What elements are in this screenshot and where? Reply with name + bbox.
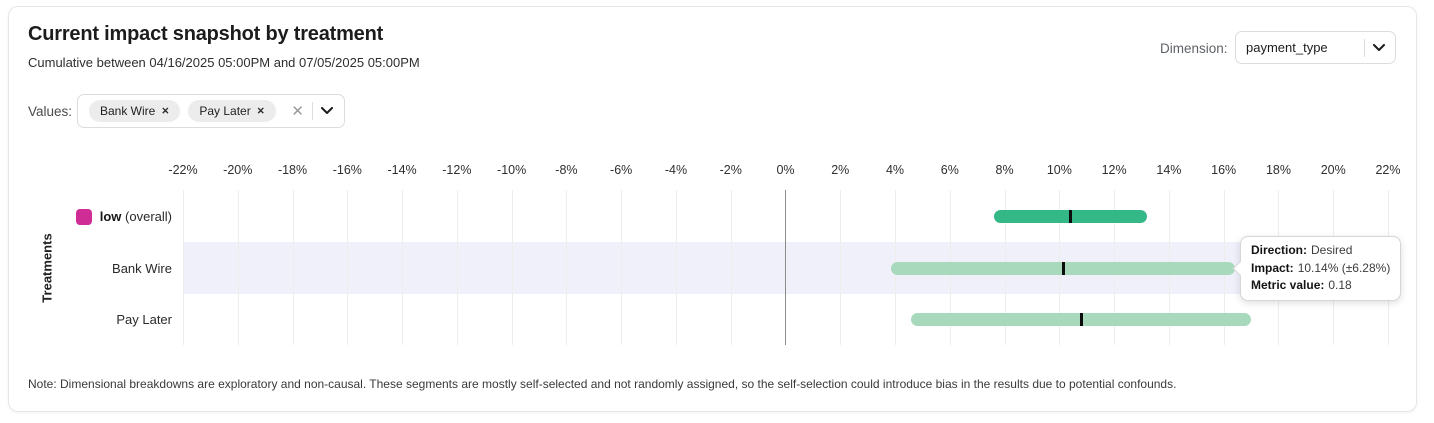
value-chip-label: Pay Later (199, 104, 251, 118)
tooltip-impact-value: 10.14% (±6.28%) (1297, 260, 1391, 275)
value-chip-label: Bank Wire (100, 104, 156, 118)
dimension-selected-value: payment_type (1246, 40, 1328, 55)
row-label: low (overall) (30, 208, 172, 226)
gridline (566, 190, 568, 345)
x-axis-tick-label: -2% (719, 163, 742, 177)
clear-all-icon[interactable]: ✕ (291, 102, 304, 120)
x-axis-tick-label: 6% (940, 163, 959, 177)
x-axis-tick-label: 2% (831, 163, 850, 177)
gridline (292, 190, 294, 345)
tooltip-impact-label: Impact: (1251, 260, 1294, 275)
row-label: Bank Wire (30, 259, 172, 277)
values-multiselect[interactable]: Bank Wire ✕ Pay Later ✕ ✕ (77, 94, 345, 128)
gridline (237, 190, 239, 345)
x-axis-tick-label: -22% (168, 163, 198, 177)
tooltip-impact-row: Impact: 10.14% (±6.28%) (1251, 260, 1390, 278)
x-axis-tick-label: 10% (1046, 163, 1072, 177)
tooltip-direction-row: Direction: Desired (1251, 242, 1390, 260)
x-axis-tick-label: 14% (1156, 163, 1182, 177)
tooltip-direction-value: Desired (1311, 243, 1353, 257)
chip-remove-icon[interactable]: ✕ (256, 105, 265, 117)
x-axis-tick-label: -10% (497, 163, 527, 177)
select-divider (312, 102, 313, 120)
value-chip[interactable]: Bank Wire ✕ (89, 100, 181, 122)
row-label: Pay Later (30, 311, 172, 329)
x-axis-tick-label: -18% (277, 163, 308, 177)
x-axis-tick-label: -8% (555, 163, 578, 177)
impact-point-marker (1061, 261, 1065, 275)
dimension-label: Dimension: (1160, 41, 1228, 56)
zero-axis-line (784, 190, 787, 345)
x-axis-tick-label: -4% (664, 163, 688, 177)
x-axis-tick-label: -20% (223, 163, 253, 177)
gridline (840, 190, 842, 345)
x-axis-tick-label: 12% (1101, 163, 1127, 177)
select-divider (1364, 38, 1365, 57)
row-label-text: Pay Later (116, 312, 172, 327)
impact-point-marker (1068, 210, 1072, 223)
disclaimer-note: Note: Dimensional breakdowns are explora… (28, 377, 1177, 391)
gridline (402, 190, 404, 345)
x-axis-tick-label: -12% (442, 163, 472, 177)
gridline (621, 190, 623, 345)
gridline (511, 190, 513, 345)
x-axis-tick-label: 0% (776, 163, 795, 177)
x-axis-tick-label: -14% (387, 163, 417, 177)
x-axis-tick-label: 8% (995, 163, 1014, 177)
chevron-down-icon[interactable] (321, 107, 333, 115)
x-axis-tick-label: 18% (1265, 163, 1291, 177)
gridline (183, 190, 184, 345)
values-label: Values: (28, 104, 73, 119)
x-axis-tick-label: 16% (1211, 163, 1237, 177)
tooltip-direction-label: Direction: (1251, 243, 1308, 257)
tooltip-metric-row: Metric value: 0.18 (1251, 277, 1390, 295)
x-axis-tick-label: 22% (1375, 163, 1401, 177)
row-label-text: low (overall) (99, 209, 172, 224)
dimension-select[interactable]: payment_type (1235, 31, 1396, 64)
legend-swatch (75, 208, 92, 225)
date-range-subtitle: Cumulative between 04/16/2025 05:00PM an… (28, 55, 420, 70)
value-chip[interactable]: Pay Later ✕ (188, 100, 276, 122)
page-title: Current impact snapshot by treatment (28, 23, 384, 45)
x-axis-tick-label: 20% (1320, 163, 1346, 177)
chevron-down-icon (1373, 43, 1385, 51)
tooltip-metric-label: Metric value: (1251, 278, 1325, 292)
row-label-text: Bank Wire (112, 260, 172, 276)
x-axis-tick-label: 4% (885, 163, 905, 177)
gridline (675, 190, 677, 345)
panel-card (8, 6, 1417, 412)
chip-remove-icon[interactable]: ✕ (161, 105, 170, 117)
tooltip-metric-value: 0.18 (1328, 278, 1352, 292)
gridline (347, 190, 349, 345)
x-axis-tick-label: -6% (610, 163, 633, 177)
x-axis-tick-label: -16% (332, 163, 362, 177)
impact-point-marker (1079, 313, 1083, 326)
gridline (456, 190, 458, 345)
chart-tooltip: Direction: Desired Impact: 10.14% (±6.28%)… (1232, 236, 1402, 301)
gridline (730, 190, 732, 345)
chip-list: Bank Wire ✕ Pay Later ✕ (89, 100, 276, 122)
